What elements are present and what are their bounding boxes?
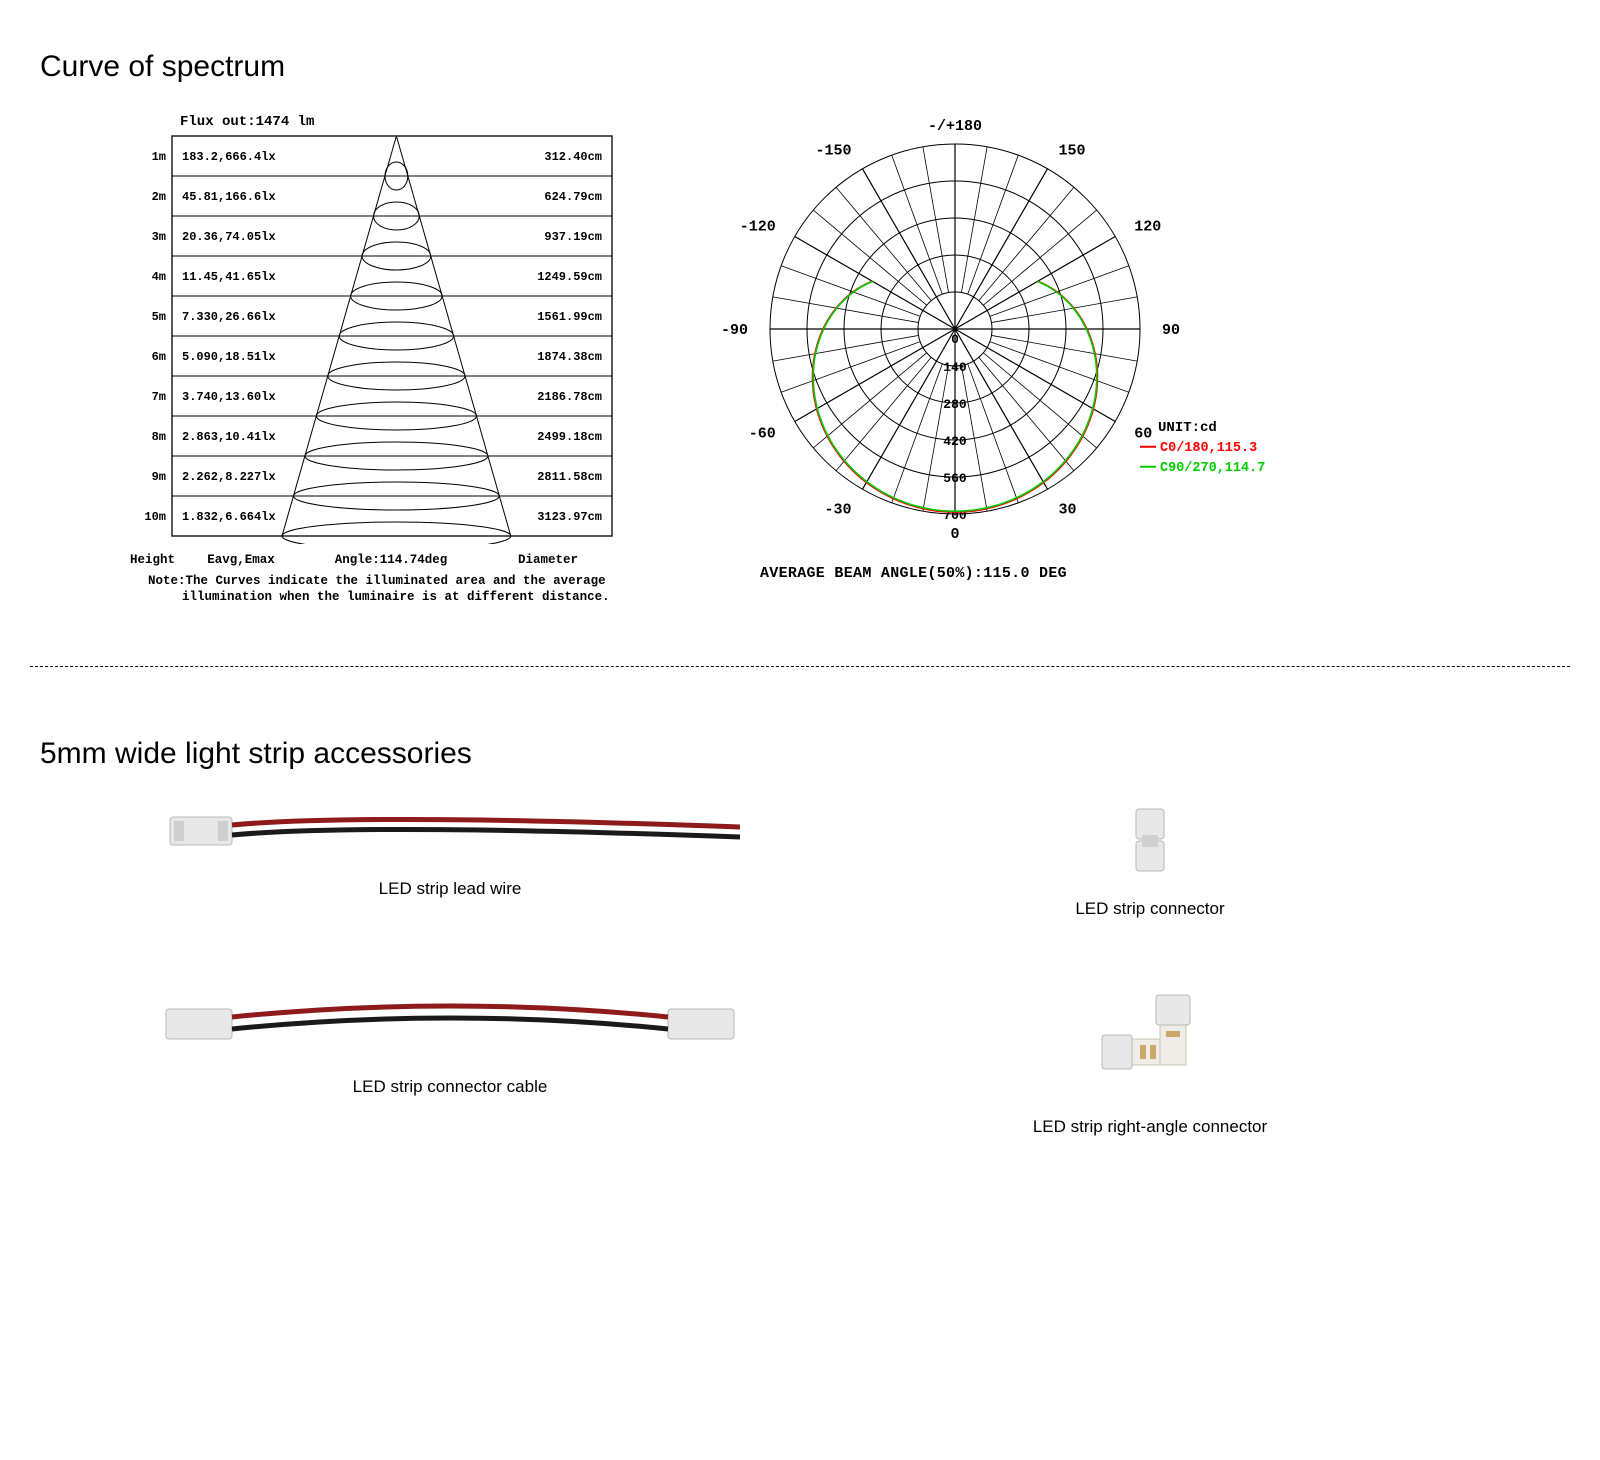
cone-note-l2: illumination when the luminaire is at di… [182,590,610,604]
svg-text:-150: -150 [815,143,851,160]
svg-text:2.262,8.227lx: 2.262,8.227lx [182,470,276,484]
svg-text:-120: -120 [740,219,776,236]
svg-text:937.19cm: 937.19cm [544,230,602,244]
accessories-grid: LED strip lead wire LED strip connector … [30,801,1570,1137]
svg-text:6m: 6m [152,350,166,364]
cone-note: Note:The Curves indicate the illuminated… [148,573,620,606]
cone-svg: 1m 183.2,666.4lx 312.40cm 2m 45.81,166.6lx 62… [130,134,620,544]
svg-text:20.36,74.05lx: 20.36,74.05lx [182,230,276,244]
acc-connector: LED strip connector [820,801,1480,919]
acc-lead-wire: LED strip lead wire [120,801,780,919]
svg-text:120: 120 [1134,219,1161,236]
svg-text:2.863,10.41lx: 2.863,10.41lx [182,430,276,444]
svg-text:0: 0 [951,332,959,347]
svg-text:312.40cm: 312.40cm [544,150,602,164]
section2-title: 5mm wide light strip accessories [40,737,1570,771]
spectrum-row: Flux out:1474 lm 1m 183.2,666.4lx 312.40cm… [130,114,1570,606]
svg-text:3123.97cm: 3123.97cm [537,510,602,524]
svg-text:8m: 8m [152,430,166,444]
svg-text:UNIT:cd: UNIT:cd [1158,420,1217,436]
svg-text:183.2,666.4lx: 183.2,666.4lx [182,150,276,164]
svg-text:2186.78cm: 2186.78cm [537,390,602,404]
polar-svg: -/+180 -150 150 -120 120 -90 90 -60 60 -30 30 0 0 140… [710,114,1270,554]
section1-title: Curve of spectrum [40,50,1570,84]
acc-connector-label: LED strip connector [820,899,1480,919]
cone-axis-angle: Angle:114.74deg [306,553,476,567]
cone-note-l1: Note:The Curves indicate the illuminated… [148,574,606,588]
cone-flux-label: Flux out:1474 lm [180,114,620,130]
section-divider [30,666,1570,667]
svg-text:420: 420 [943,434,967,449]
svg-text:45.81,166.6lx: 45.81,166.6lx [182,190,276,204]
svg-text:2811.58cm: 2811.58cm [537,470,602,484]
cone-axis-height: Height [130,553,176,567]
svg-text:C90/270,114.7: C90/270,114.7 [1160,461,1265,476]
svg-text:1249.59cm: 1249.59cm [537,270,602,284]
svg-text:2499.18cm: 2499.18cm [537,430,602,444]
polar-diagram: -/+180 -150 150 -120 120 -90 90 -60 60 -30 30 0 0 140… [710,114,1230,606]
acc-right-angle: LED strip right-angle connector [820,989,1480,1137]
acc-right-angle-label: LED strip right-angle connector [820,1117,1480,1137]
svg-text:60: 60 [1134,426,1152,443]
svg-text:4m: 4m [152,270,166,284]
svg-text:1m: 1m [152,150,166,164]
svg-text:280: 280 [943,397,967,412]
svg-text:7.330,26.66lx: 7.330,26.66lx [182,310,276,324]
cone-axis-row: Height Eavg,Emax Angle:114.74deg Diamete… [130,553,620,567]
svg-text:10m: 10m [144,510,166,524]
svg-text:-90: -90 [721,322,748,339]
svg-text:-30: -30 [824,501,851,518]
svg-text:-60: -60 [749,426,776,443]
svg-text:30: 30 [1059,501,1077,518]
svg-text:624.79cm: 624.79cm [544,190,602,204]
svg-text:C0/180,115.3: C0/180,115.3 [1160,441,1257,456]
svg-text:1561.99cm: 1561.99cm [537,310,602,324]
cone-axis-dia: Diameter [476,553,620,567]
acc-conn-cable: LED strip connector cable [120,989,780,1137]
acc-right-angle-svg [1080,989,1220,1099]
svg-text:9m: 9m [152,470,166,484]
svg-text:560: 560 [943,471,967,486]
svg-text:5.090,18.51lx: 5.090,18.51lx [182,350,276,364]
cone-diagram: Flux out:1474 lm 1m 183.2,666.4lx 312.40cm… [130,114,620,606]
acc-conn-cable-svg [160,989,740,1059]
acc-lead-wire-svg [160,801,740,861]
svg-text:150: 150 [1059,143,1086,160]
svg-text:2m: 2m [152,190,166,204]
acc-connector-svg [1110,801,1190,881]
svg-text:11.45,41.65lx: 11.45,41.65lx [182,270,276,284]
svg-text:1.832,6.664lx: 1.832,6.664lx [182,510,276,524]
cone-axis-eavg: Eavg,Emax [176,553,306,567]
svg-text:90: 90 [1162,322,1180,339]
svg-text:-/+180: -/+180 [928,118,982,135]
acc-conn-cable-label: LED strip connector cable [120,1077,780,1097]
svg-text:0: 0 [950,526,959,543]
svg-text:3m: 3m [152,230,166,244]
svg-text:5m: 5m [152,310,166,324]
svg-text:3.740,13.60lx: 3.740,13.60lx [182,390,276,404]
svg-text:1874.38cm: 1874.38cm [537,350,602,364]
polar-caption: AVERAGE BEAM ANGLE(50%):115.0 DEG [760,565,1230,582]
svg-text:140: 140 [943,360,967,375]
svg-text:7m: 7m [152,390,166,404]
acc-lead-wire-label: LED strip lead wire [120,879,780,899]
